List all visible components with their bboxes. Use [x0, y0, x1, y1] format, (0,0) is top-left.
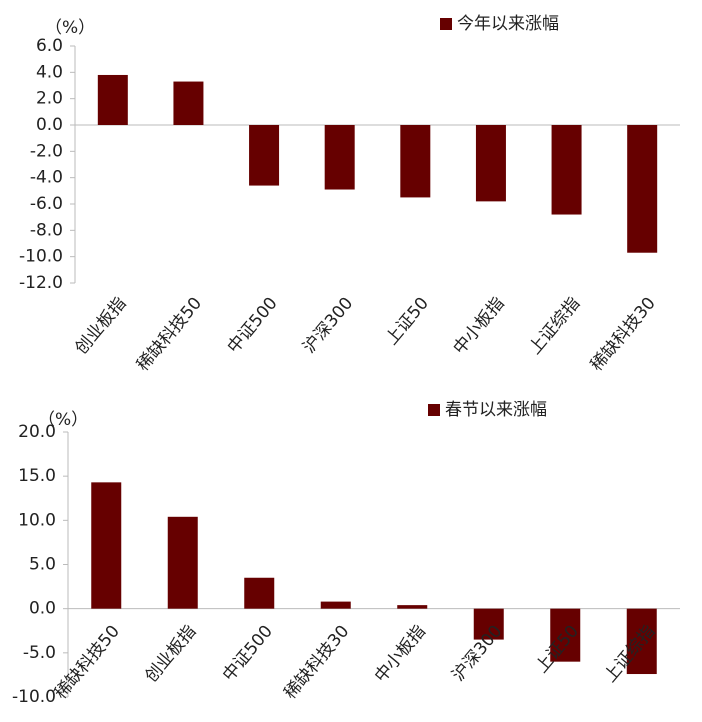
- x-tick-label: 中证500: [224, 294, 282, 358]
- x-tick-label: 稀缺科技50: [133, 294, 206, 376]
- x-tick-label: 稀缺科技50: [51, 622, 124, 704]
- bar: [550, 608, 581, 662]
- x-tick-label: 中小板指: [450, 294, 509, 359]
- y-tick-label: 0.0: [29, 599, 56, 619]
- legend-swatch: [440, 18, 452, 30]
- bar: [97, 74, 128, 125]
- bar: [473, 608, 504, 640]
- y-tick-label: 20.0: [18, 422, 56, 442]
- bar: [626, 608, 657, 675]
- y-tick-label: -10.0: [19, 247, 63, 267]
- y-tick-label: -2.0: [30, 141, 63, 161]
- x-tick-label: 沪深300: [299, 294, 357, 358]
- bar: [244, 577, 275, 609]
- x-tick-label: 上证综指: [525, 294, 584, 359]
- y-tick-label: -10.0: [12, 687, 56, 707]
- bar: [91, 482, 122, 609]
- bar: [475, 125, 506, 202]
- y-tick-label: 0.0: [36, 115, 63, 135]
- bar: [320, 601, 351, 609]
- y-tick-label: 10.0: [18, 510, 56, 530]
- bar: [249, 125, 280, 186]
- y-tick-label: 5.0: [29, 555, 56, 575]
- y-tick-label: 6.0: [36, 36, 63, 56]
- y-tick-label: -8.0: [30, 220, 63, 240]
- y-tick-label: -4.0: [30, 168, 63, 188]
- x-tick-label: 稀缺科技30: [280, 622, 353, 704]
- x-tick-label: 中证500: [219, 622, 277, 686]
- y-tick-label: -5.0: [23, 643, 56, 663]
- bar: [173, 81, 204, 125]
- x-tick-label: 创业板指: [141, 622, 200, 687]
- bar: [627, 125, 658, 253]
- legend-label: 今年以来涨幅: [457, 14, 559, 34]
- bar: [397, 605, 428, 609]
- bar: [167, 516, 198, 609]
- y-tick-label: -12.0: [19, 273, 63, 293]
- bar: [551, 125, 582, 215]
- x-tick-label: 中小板指: [371, 622, 430, 687]
- y-tick-label: -6.0: [30, 194, 63, 214]
- y-unit-label: （%）: [38, 410, 88, 430]
- y-tick-label: 2.0: [36, 89, 63, 109]
- y-tick-label: 15.0: [18, 466, 56, 486]
- x-tick-label: 创业板指: [71, 294, 130, 359]
- y-unit-label: （%）: [45, 18, 95, 38]
- legend-swatch: [428, 404, 440, 416]
- x-tick-label: 稀缺科技30: [587, 294, 660, 376]
- bar: [324, 125, 355, 190]
- legend-label: 春节以来涨幅: [445, 400, 547, 420]
- y-tick-label: 4.0: [36, 62, 63, 82]
- x-tick-label: 上证50: [382, 294, 433, 349]
- bar: [400, 125, 431, 198]
